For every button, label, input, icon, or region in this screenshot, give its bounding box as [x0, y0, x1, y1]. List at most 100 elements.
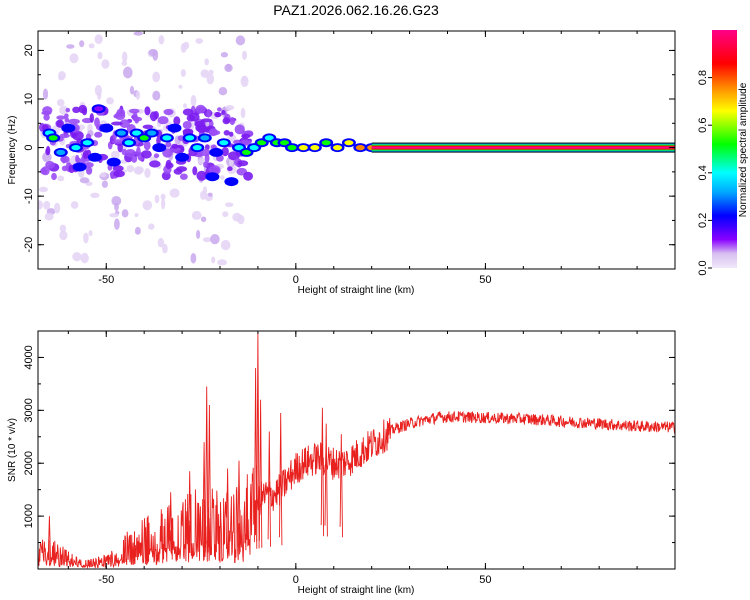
- spectral-blob-core: [242, 149, 251, 155]
- spectral-blob-core: [355, 145, 365, 151]
- spectral-blob-core: [280, 140, 289, 146]
- cloud-blob: [200, 118, 213, 123]
- noise-blob: [196, 229, 201, 239]
- cloud-blob: [186, 114, 195, 122]
- cloud-blob: [153, 153, 160, 158]
- cloud-blob: [241, 133, 251, 139]
- spectral-blob-core: [192, 145, 202, 151]
- cloud-blob: [124, 149, 136, 158]
- noise-blob: [134, 213, 139, 218]
- cloud-blob: [206, 108, 211, 118]
- noise-blob: [148, 48, 158, 57]
- cloud-blob: [64, 117, 70, 123]
- cloud-blob: [153, 111, 160, 120]
- y-tick-label: -20: [23, 237, 35, 253]
- noise-blob: [218, 87, 228, 96]
- cloud-blob: [173, 116, 181, 126]
- noise-blob: [160, 193, 166, 200]
- noise-blob: [94, 34, 103, 45]
- noise-blob: [56, 99, 65, 107]
- cloud-blob: [182, 108, 194, 116]
- cloud-blob: [142, 124, 154, 129]
- cloud-blob: [51, 172, 57, 181]
- spectral-blob-core: [94, 106, 104, 112]
- x-tick-label: 0: [293, 574, 299, 586]
- cloud-blob: [56, 119, 64, 128]
- noise-blob: [169, 188, 180, 198]
- y-tick-label: 20: [23, 44, 35, 56]
- axis-ticks: -50 0 50 1000 2000 3000 4000: [23, 330, 676, 586]
- snr-series: [38, 332, 675, 569]
- cloud-blob: [72, 106, 81, 114]
- colorbar-label: Normalized spectral amplitude: [738, 82, 749, 217]
- cloud-blob: [86, 166, 93, 175]
- cloud-blob: [141, 150, 152, 159]
- x-tick-label: 50: [479, 274, 491, 286]
- noise-blob: [123, 66, 133, 79]
- noise-blob: [79, 40, 85, 48]
- cloud-blob: [75, 154, 80, 163]
- noise-blob: [106, 97, 114, 105]
- cloud-blob: [237, 160, 249, 167]
- cloud-blob: [112, 165, 124, 172]
- noise-blob: [114, 218, 120, 230]
- spectral-blob-core: [132, 130, 142, 136]
- snr-spike: [339, 434, 343, 538]
- x-tick-label: -50: [98, 574, 114, 586]
- snr-spike: [205, 386, 209, 553]
- cloud-blob: [165, 159, 172, 170]
- noise-blob: [222, 211, 229, 218]
- spectral-blob-core: [82, 140, 92, 146]
- noise-blob: [235, 35, 246, 46]
- cloud-blob: [94, 117, 100, 128]
- colorbar-tick-label: 0.2: [697, 213, 709, 228]
- cloud-blob: [229, 131, 234, 137]
- spectral-blob-core: [101, 125, 111, 131]
- noise-blob: [210, 234, 220, 245]
- noise-blob: [237, 214, 245, 225]
- noise-blob: [80, 252, 89, 264]
- noise-blob: [240, 107, 246, 119]
- plot-frame: [37, 30, 676, 270]
- spectral-blob-core: [310, 145, 320, 151]
- colorbar-tick-label: 0.8: [697, 70, 709, 85]
- spectral-blob-core: [109, 159, 119, 165]
- cloud-blob: [143, 140, 151, 151]
- noise-blob: [133, 31, 144, 36]
- spectral-blob-core: [249, 145, 259, 151]
- noise-blob: [154, 194, 160, 204]
- axis-ticks: -50 0 50 -20 -10 0 10 20: [23, 31, 676, 286]
- y-tick-label: 0: [23, 145, 35, 151]
- cloud-blob: [221, 146, 229, 157]
- noise-blob: [135, 90, 141, 100]
- cloud-blob: [163, 108, 174, 116]
- snr-panel: -50 0 50 1000 2000 3000 4000 Height of straigh…: [7, 330, 676, 596]
- cloud-blob: [134, 116, 139, 124]
- cloud-blob: [56, 115, 66, 120]
- colorbar-gradient: [712, 30, 737, 268]
- y-axis-label: Frequency (Hz): [7, 116, 18, 185]
- spectral-blob-core: [63, 125, 73, 131]
- noise-blob: [142, 200, 153, 211]
- snr-spike: [188, 471, 192, 554]
- cloud-blob: [162, 148, 173, 158]
- noise-blob: [44, 212, 54, 221]
- noise-blob: [57, 175, 65, 182]
- spectral-blob-core: [226, 179, 236, 185]
- spectral-ridge: [371, 142, 675, 153]
- noise-blob: [200, 216, 207, 223]
- cloud-blob: [43, 113, 50, 121]
- spectral-blob-core: [75, 164, 85, 170]
- spectral-blob-core: [219, 140, 229, 146]
- y-tick-label: 1000: [23, 504, 35, 528]
- noise-blob: [66, 44, 75, 49]
- noise-blob: [217, 259, 228, 266]
- spectral-blob-core: [116, 130, 126, 136]
- noise-blob: [225, 202, 234, 207]
- chart-title: PAZ1.2026.062.16.26.G23: [273, 2, 439, 18]
- noise-blob: [69, 53, 79, 64]
- spectral-blob-core: [298, 145, 308, 151]
- cloud-blob: [111, 121, 123, 126]
- spectral-blob-core: [333, 145, 342, 151]
- noise-blob: [58, 75, 64, 81]
